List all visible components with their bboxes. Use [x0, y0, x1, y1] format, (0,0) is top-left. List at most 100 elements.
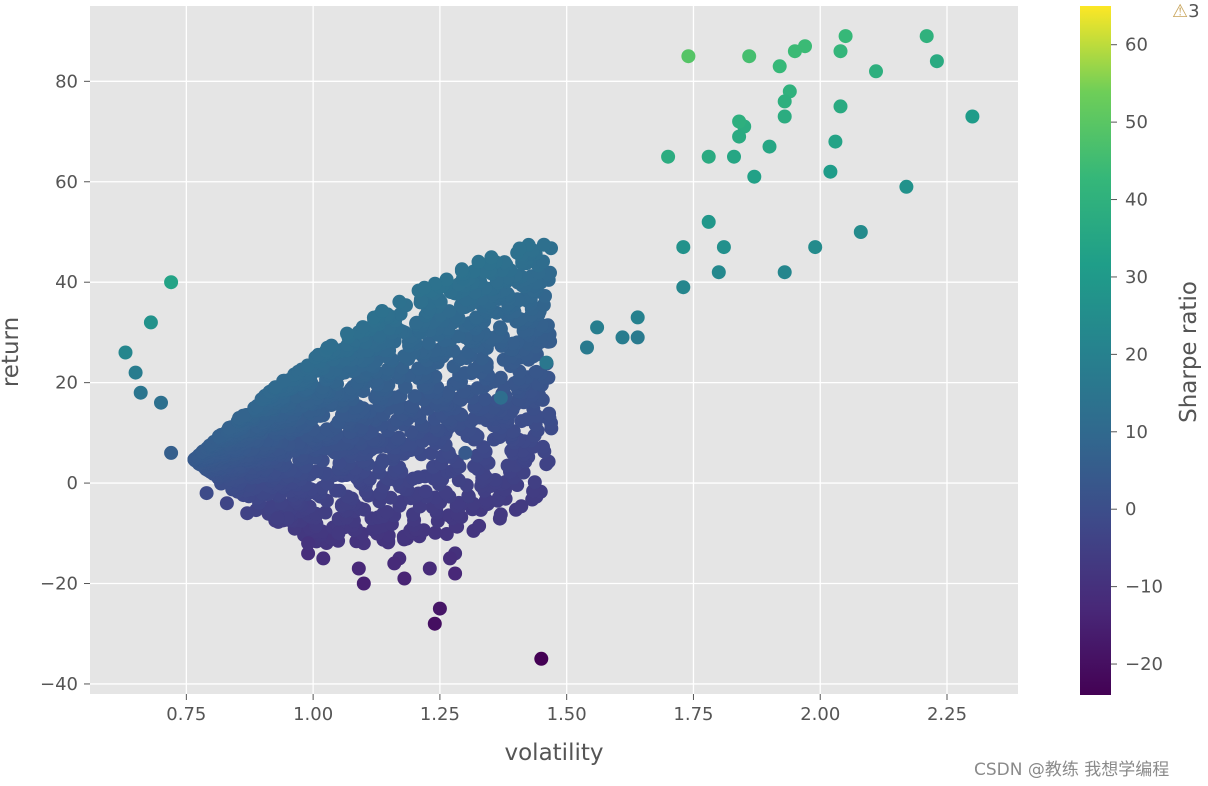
- data-point: [340, 326, 354, 341]
- data-point: [280, 511, 295, 526]
- data-point: [493, 320, 507, 335]
- data-point: [133, 385, 148, 400]
- data-point: [853, 225, 868, 239]
- data-point: [701, 149, 716, 164]
- data-points: [118, 29, 980, 666]
- data-point: [442, 304, 457, 319]
- data-point: [422, 561, 437, 576]
- data-point: [428, 276, 442, 291]
- colorbar-ticks: −20 −10 0 10 20 30 40 50 60: [1111, 35, 1163, 675]
- data-point: [439, 272, 454, 287]
- data-point: [493, 370, 508, 385]
- data-point: [716, 240, 731, 255]
- data-point: [727, 149, 741, 164]
- data-point: [407, 389, 422, 404]
- colorbar-tick-label: 0: [1125, 499, 1136, 520]
- data-point: [701, 214, 716, 229]
- data-point: [899, 179, 914, 194]
- data-point: [380, 505, 394, 519]
- data-point: [240, 506, 255, 521]
- data-point: [397, 349, 412, 364]
- data-point: [772, 59, 787, 74]
- data-point: [128, 365, 143, 380]
- colorbar-tick-label: 60: [1125, 35, 1148, 56]
- data-point: [199, 486, 214, 501]
- data-point: [747, 169, 762, 184]
- x-tick-label: 2.00: [800, 704, 840, 725]
- data-point: [777, 265, 792, 280]
- data-point: [484, 250, 499, 265]
- data-point: [428, 525, 443, 540]
- data-point: [539, 355, 554, 370]
- data-point: [514, 499, 529, 514]
- warning-icon: ⚠: [1172, 1, 1189, 22]
- data-point: [411, 470, 426, 485]
- data-point: [505, 336, 520, 351]
- data-point: [219, 496, 234, 511]
- data-point: [375, 304, 390, 318]
- data-point: [451, 329, 466, 344]
- data-point: [777, 109, 792, 124]
- data-point: [276, 373, 291, 388]
- data-point: [421, 336, 436, 351]
- x-tick-label: 1.75: [673, 704, 713, 725]
- data-point: [823, 164, 838, 179]
- data-point: [493, 507, 508, 522]
- colorbar: [1080, 6, 1111, 695]
- data-point: [475, 351, 489, 366]
- data-point: [448, 566, 463, 581]
- data-point: [391, 430, 406, 445]
- data-point: [512, 241, 527, 256]
- x-tick-label: 1.50: [547, 704, 587, 725]
- data-point: [711, 265, 726, 280]
- data-point: [869, 64, 883, 79]
- data-point: [590, 320, 605, 335]
- data-point: [432, 601, 447, 616]
- data-point: [454, 262, 469, 277]
- data-point: [143, 315, 158, 330]
- data-point: [527, 475, 542, 490]
- data-point: [472, 518, 487, 533]
- x-tick-label: 1.00: [293, 704, 333, 725]
- data-point: [154, 395, 168, 410]
- data-point: [397, 571, 412, 586]
- y-tick-label: 80: [55, 71, 78, 92]
- y-tick-label: 60: [55, 172, 78, 193]
- data-point: [392, 294, 407, 309]
- data-point: [630, 310, 645, 325]
- data-point: [375, 453, 390, 468]
- data-point: [808, 240, 823, 255]
- data-point: [418, 484, 433, 499]
- data-point: [929, 54, 944, 69]
- data-point: [919, 29, 934, 44]
- y-tick-label: 40: [55, 272, 78, 293]
- data-point: [118, 345, 133, 360]
- y-tick-label: 0: [67, 473, 78, 494]
- data-point: [493, 390, 508, 405]
- data-point: [301, 536, 316, 551]
- grid: [90, 6, 1018, 694]
- data-point: [324, 338, 339, 353]
- data-point: [732, 114, 747, 129]
- data-point: [762, 139, 777, 154]
- data-point: [458, 445, 473, 460]
- data-point: [742, 49, 757, 64]
- y-tick-label: −40: [40, 674, 78, 695]
- data-point: [467, 459, 482, 474]
- data-point: [838, 29, 853, 44]
- y-axis-ticks: −40 −20 0 20 40 60 80: [40, 71, 90, 695]
- data-point: [164, 275, 179, 290]
- data-point: [351, 561, 366, 576]
- data-point: [580, 340, 594, 355]
- plot-background: [90, 6, 1018, 694]
- watermark: CSDN @教练 我想学编程: [974, 760, 1170, 780]
- data-point: [529, 364, 544, 379]
- data-point: [164, 445, 179, 460]
- data-point: [630, 330, 645, 345]
- colorbar-tick-label: 50: [1125, 112, 1148, 133]
- data-point: [301, 546, 316, 561]
- warning-count: 3: [1188, 1, 1200, 22]
- point-cloud: [187, 237, 559, 551]
- warning-indicator[interactable]: ⚠3: [1172, 1, 1200, 22]
